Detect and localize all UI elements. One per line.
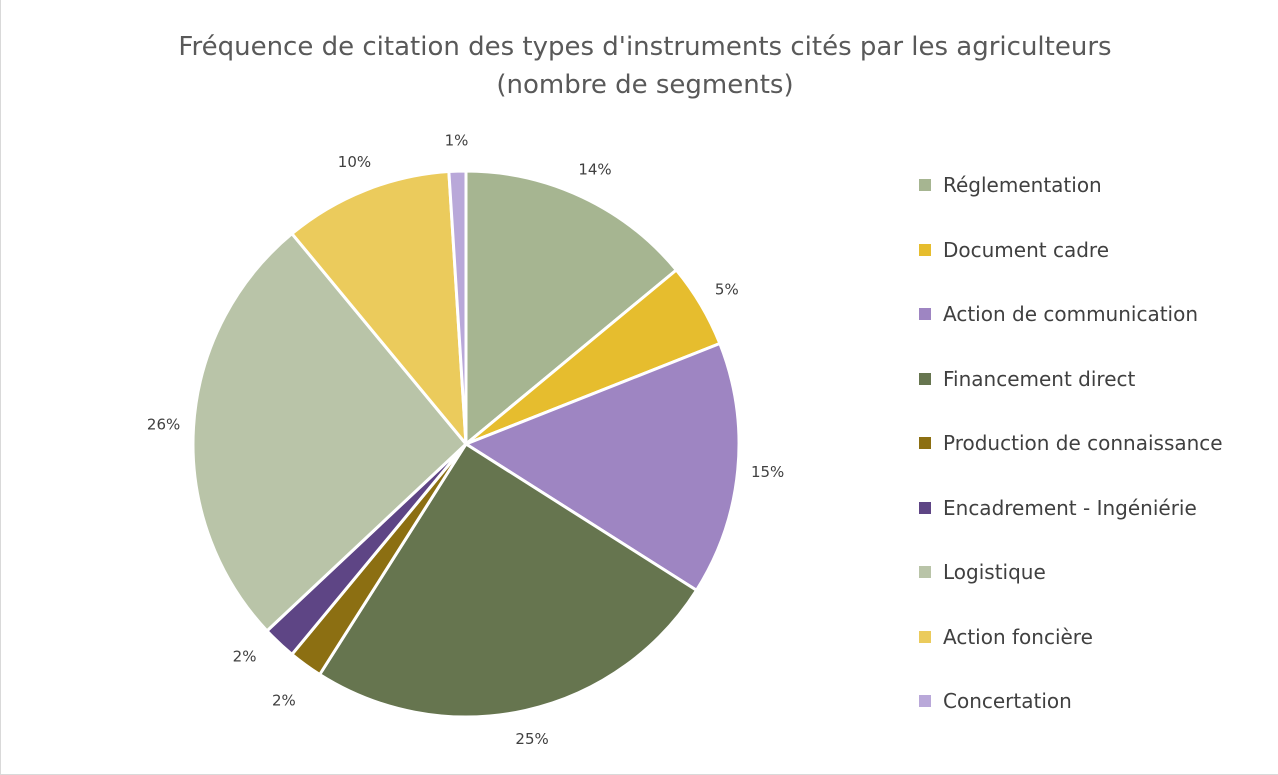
data-label-4: 25% — [515, 730, 548, 748]
legend-label: Logistique — [943, 560, 1046, 584]
legend-item-9: Concertation — [919, 686, 1072, 716]
pie-slice-8 — [290, 170, 468, 446]
legend-item-5: Production de connaissance — [919, 428, 1223, 458]
pie-slice-3 — [464, 342, 741, 592]
data-label-8: 10% — [338, 153, 371, 171]
legend-swatch — [919, 630, 931, 643]
legend-label: Action foncière — [943, 624, 1093, 649]
legend-label: Concertation — [943, 689, 1072, 713]
legend-label: Encadrement - Ingéniérie — [943, 495, 1197, 520]
legend-swatch — [919, 308, 931, 320]
legend-swatch — [919, 243, 931, 256]
legend-swatch — [919, 372, 931, 385]
data-label-2: 5% — [715, 280, 739, 298]
legend-item-7: Logistique — [919, 557, 1046, 587]
legend-item-4: Financement direct — [919, 364, 1135, 394]
chart-title: Fréquence de citation des types d'instru… — [1, 28, 1278, 104]
data-label-1: 14% — [578, 160, 611, 178]
legend-item-1: Réglementation — [919, 170, 1102, 200]
data-label-5: 2% — [272, 692, 296, 710]
legend-label: Document cadre — [943, 237, 1110, 262]
legend-swatch — [919, 501, 931, 514]
legend-swatch — [919, 437, 931, 449]
legend-label: Financement direct — [943, 366, 1136, 391]
pie-slice-1 — [464, 169, 678, 446]
legend-label: Réglementation — [943, 173, 1102, 197]
legend-item-8: Action foncière — [919, 622, 1093, 652]
pie-slice-7 — [191, 232, 468, 633]
legend-swatch — [919, 566, 931, 578]
legend-label: Action de communication — [943, 302, 1199, 326]
legend-item-3: Action de communication — [919, 299, 1198, 329]
legend-swatch — [919, 179, 931, 191]
pie-slice-4 — [318, 442, 699, 719]
data-label-9: 1% — [445, 132, 469, 150]
pie-slice-9 — [447, 169, 468, 446]
legend-label: Production de connaissance — [943, 431, 1223, 455]
chart-title-line-1: Fréquence de citation des types d'instru… — [178, 32, 1112, 62]
data-label-3: 15% — [751, 463, 784, 481]
legend-swatch — [919, 695, 931, 707]
legend-item-6: Encadrement - Ingéniérie — [919, 493, 1197, 523]
data-label-6: 2% — [233, 647, 257, 665]
data-label-7: 26% — [147, 415, 180, 433]
chart-title-line-2: (nombre de segments) — [496, 70, 794, 100]
legend-item-2: Document cadre — [919, 235, 1109, 265]
